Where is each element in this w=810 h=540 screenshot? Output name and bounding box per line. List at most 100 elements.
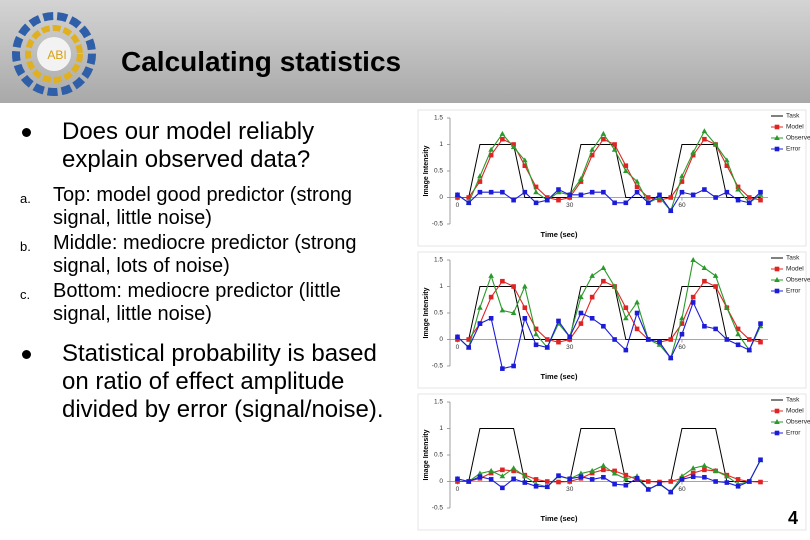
marker bbox=[774, 124, 780, 130]
logo-core bbox=[37, 37, 71, 71]
marker bbox=[510, 310, 517, 315]
x-tick-label: 0 bbox=[456, 344, 460, 351]
marker bbox=[600, 462, 607, 468]
sub-item: c. Bottom: mediocre predictor (little sig… bbox=[20, 280, 400, 326]
marker bbox=[701, 264, 708, 270]
legend-label: Model bbox=[786, 408, 804, 415]
marker bbox=[589, 477, 595, 482]
y-tick-label: 0.5 bbox=[434, 452, 443, 459]
marker bbox=[601, 474, 606, 480]
marker bbox=[601, 278, 606, 284]
marker bbox=[657, 192, 662, 198]
marker bbox=[556, 339, 561, 345]
marker bbox=[477, 179, 483, 184]
marker bbox=[578, 294, 584, 300]
marker bbox=[522, 283, 528, 289]
marker bbox=[499, 307, 506, 313]
marker bbox=[510, 144, 517, 150]
marker bbox=[623, 315, 629, 321]
bullet-dot bbox=[22, 350, 31, 359]
marker bbox=[488, 316, 494, 321]
marker bbox=[488, 146, 494, 152]
marker bbox=[623, 305, 629, 310]
marker bbox=[455, 334, 460, 340]
logo: ABI bbox=[12, 12, 96, 96]
sub-text: Top: model good predictor (strong signal… bbox=[53, 184, 353, 229]
marker bbox=[556, 473, 561, 478]
marker bbox=[735, 331, 741, 337]
marker bbox=[701, 462, 708, 468]
marker bbox=[758, 197, 763, 203]
marker bbox=[578, 470, 584, 476]
y-axis-label: Image Intensity bbox=[423, 429, 430, 480]
marker bbox=[702, 467, 707, 473]
marker bbox=[645, 479, 651, 484]
series-line bbox=[457, 144, 761, 198]
marker bbox=[567, 334, 573, 340]
logo-text: ABI bbox=[47, 48, 66, 62]
marker bbox=[466, 195, 472, 200]
series-line bbox=[457, 459, 762, 493]
chart-background bbox=[417, 251, 807, 389]
marker bbox=[455, 476, 460, 482]
sub-item: b. Middle: mediocre predictor (strong sig… bbox=[20, 232, 400, 278]
marker bbox=[601, 189, 606, 195]
marker bbox=[724, 189, 730, 195]
marker bbox=[533, 184, 539, 190]
marker bbox=[477, 189, 483, 195]
marker bbox=[746, 479, 752, 484]
marker bbox=[657, 481, 662, 486]
marker bbox=[774, 288, 780, 294]
series-line bbox=[457, 259, 762, 360]
marker bbox=[612, 337, 617, 342]
marker bbox=[735, 477, 741, 482]
marker bbox=[578, 474, 584, 480]
marker bbox=[477, 474, 483, 480]
marker bbox=[544, 479, 550, 484]
marker bbox=[623, 168, 629, 173]
marker bbox=[724, 157, 730, 163]
marker bbox=[544, 197, 550, 203]
marker bbox=[455, 337, 460, 342]
marker bbox=[601, 323, 606, 329]
bullet-text: Statistical probability is based on rati… bbox=[62, 340, 384, 423]
marker bbox=[567, 337, 573, 342]
marker bbox=[500, 366, 505, 371]
y-axis-label: Image Intensity bbox=[423, 287, 430, 338]
marker bbox=[735, 197, 741, 203]
marker bbox=[601, 136, 606, 142]
marker bbox=[455, 195, 460, 200]
marker bbox=[589, 189, 595, 195]
bullet-text: Does our model reliably explain observed… bbox=[62, 118, 315, 173]
marker bbox=[589, 467, 595, 473]
marker bbox=[488, 477, 494, 482]
marker bbox=[500, 278, 505, 284]
marker bbox=[774, 408, 780, 414]
bullet: Statistical probability is based on rati… bbox=[20, 340, 400, 424]
marker bbox=[567, 476, 573, 482]
legend-label: Observed bbox=[786, 419, 810, 426]
legend-label: Model bbox=[786, 124, 804, 131]
marker bbox=[488, 272, 494, 278]
marker bbox=[623, 475, 629, 481]
marker bbox=[477, 321, 483, 326]
marker bbox=[746, 337, 752, 342]
marker bbox=[735, 326, 741, 332]
y-tick-label: 1.5 bbox=[434, 399, 443, 406]
marker bbox=[668, 479, 674, 484]
marker bbox=[690, 192, 696, 198]
marker bbox=[679, 473, 685, 479]
logo-ring-inner bbox=[25, 25, 83, 83]
y-tick-label: -0.5 bbox=[432, 221, 444, 228]
marker bbox=[488, 467, 494, 473]
chart-background bbox=[417, 109, 807, 247]
marker bbox=[623, 163, 629, 168]
x-tick-label: 60 bbox=[678, 202, 686, 209]
marker bbox=[477, 470, 483, 476]
marker bbox=[634, 189, 640, 195]
marker bbox=[556, 197, 561, 203]
bullet: Does our model reliably explain observed… bbox=[20, 118, 400, 174]
marker bbox=[499, 473, 506, 479]
marker bbox=[612, 481, 617, 487]
